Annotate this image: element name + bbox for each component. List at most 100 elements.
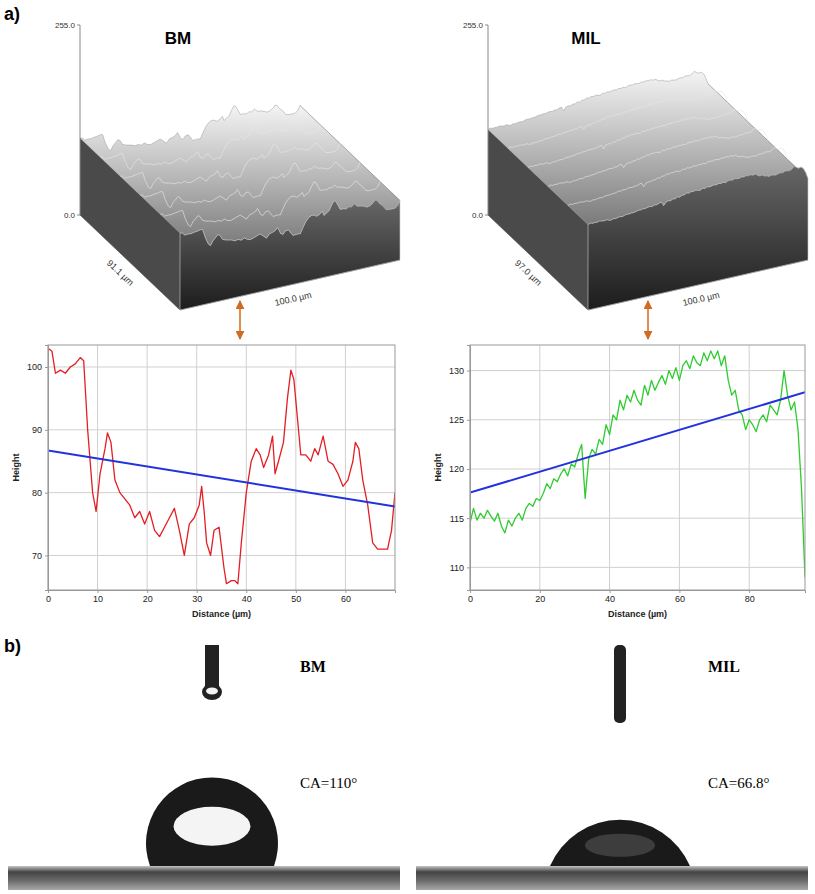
tick-mark: [540, 590, 541, 593]
x-tick: 20: [143, 590, 153, 604]
grid-line: [196, 345, 197, 590]
tick-label: 40: [242, 594, 252, 604]
y-tick: 115: [450, 514, 470, 524]
trend-line: [470, 392, 805, 492]
contact-angle-image: MILCA=66.8°: [416, 645, 808, 890]
grid-line: [470, 468, 805, 469]
x-tick: 0: [468, 590, 473, 604]
profile-line: [48, 348, 395, 584]
z-axis-line: [488, 25, 489, 215]
sample-title: MIL: [708, 658, 740, 675]
tick-mark: [749, 590, 750, 593]
z-tick-label: 0.0: [472, 211, 484, 220]
y-axis-title: Height: [11, 453, 21, 481]
tick-mark: [296, 590, 297, 593]
tick-label: 20: [535, 594, 545, 604]
tick-label: 50: [291, 594, 301, 604]
z-tick-mark: [77, 215, 80, 216]
sample-title: BM: [300, 658, 326, 675]
drop-highlight: [174, 807, 251, 846]
surface-ridge: [140, 162, 360, 208]
z-tick-mark: [77, 25, 80, 26]
x-axis-title: Distance (µm): [608, 609, 667, 619]
grid-line: [48, 492, 395, 493]
x-tick: 40: [605, 590, 615, 604]
tick-label: 20: [143, 594, 153, 604]
tick-mark: [197, 590, 198, 593]
surface-plot: 0.0255.091.1 µm100.0 µmBM: [55, 21, 400, 339]
trend-line: [48, 451, 395, 507]
tick-label: 125: [449, 415, 464, 425]
tick-mark: [467, 420, 470, 421]
surface-ridge: [100, 124, 320, 170]
profile-line: [470, 351, 805, 577]
tick-label: 30: [192, 594, 202, 604]
tick-label: 0: [468, 594, 473, 604]
grid-line: [345, 345, 346, 590]
y-tick: 110: [450, 563, 470, 573]
tick-mark: [467, 469, 470, 470]
z-tick-label: 0.0: [64, 211, 76, 220]
x-tick: 0: [46, 590, 51, 604]
grid-line: [470, 518, 805, 519]
x-axis-title: Distance (µm): [192, 609, 251, 619]
y-tick: 90: [32, 425, 48, 435]
width-label: 100.0 µm: [274, 290, 313, 308]
y-tick: 130: [449, 366, 470, 376]
substrate: [416, 866, 808, 890]
surface-title: BM: [165, 29, 191, 48]
tick-mark: [467, 518, 470, 519]
contact-angle-image: BM CA=110°: [8, 645, 400, 890]
grid-line: [48, 555, 395, 556]
axis-line: [467, 346, 471, 591]
grid-line: [48, 366, 395, 367]
y-axis: 70 80 90 100: [27, 346, 49, 591]
tick-label: 100: [27, 362, 42, 372]
tick-label: 0: [46, 594, 51, 604]
z-tick-label: 255.0: [55, 21, 76, 30]
line-chart: 020406080110115120125130Distance (µm)Hei…: [433, 345, 805, 619]
tick-mark: [45, 367, 48, 368]
tick-label: 70: [32, 551, 42, 561]
surface-front-face: [588, 166, 808, 310]
axis-line: [49, 591, 396, 594]
x-tick: 20: [535, 590, 545, 604]
profile-arrow: [239, 301, 241, 339]
y-tick: 80: [32, 488, 48, 498]
x-tick: 50: [291, 590, 301, 604]
surface-front-face: [180, 200, 400, 310]
grid-line: [749, 345, 750, 590]
tick-mark: [467, 371, 470, 372]
tick-mark: [147, 590, 148, 593]
tick-label: 130: [449, 366, 464, 376]
plot-background: [470, 345, 805, 590]
surface-ridge: [120, 143, 340, 189]
tick-label: 40: [605, 594, 615, 604]
x-tick: 60: [675, 590, 685, 604]
y-tick: 125: [449, 415, 470, 425]
sessile-drop: [146, 777, 278, 866]
drop-highlight: [585, 834, 655, 857]
contact-angle-label: CA=110°: [300, 775, 357, 791]
grid-line: [97, 345, 98, 590]
grid-line: [470, 370, 805, 371]
z-tick-label: 255.0: [463, 21, 484, 30]
tick-label: 60: [341, 594, 351, 604]
grid-line: [295, 345, 296, 590]
tick-mark: [246, 590, 247, 593]
x-tick: 10: [93, 590, 103, 604]
tick-label: 115: [450, 514, 464, 524]
y-axis-title: Height: [433, 453, 443, 481]
tick-mark: [679, 590, 680, 593]
profile-arrow: [647, 301, 649, 339]
tick-mark: [98, 590, 99, 593]
grid-line: [609, 345, 610, 590]
tick-mark: [45, 430, 48, 431]
series-group: [48, 348, 395, 584]
plot-background: [48, 345, 395, 590]
surface-plot: 0.0255.097.0 µm100.0 µmMIL: [463, 21, 808, 339]
grid-line: [679, 345, 680, 590]
series-group: [470, 351, 805, 577]
surface-left-face: [80, 138, 180, 310]
tick-label: 110: [450, 563, 464, 573]
